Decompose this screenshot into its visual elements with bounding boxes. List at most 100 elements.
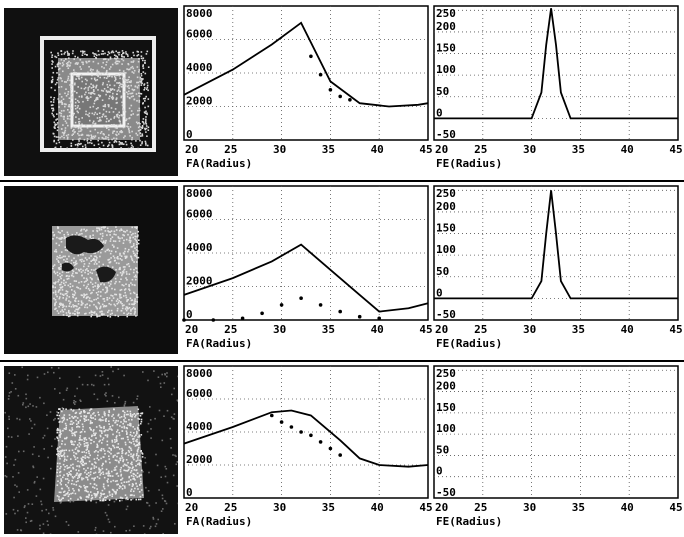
row1-fa-series-1-point (348, 98, 352, 102)
row1-fe-xtick-label: 30 (523, 143, 536, 156)
row2-fa-chart: 20 25 30 35 40 45 0 2000 4000 6000 8000 FA(Radius) (182, 184, 433, 358)
row2-fa-xtick-label: 35 (322, 323, 335, 336)
row1-fa-xtick-label: 25 (224, 143, 237, 156)
row1-fa-xtick-label: 40 (371, 143, 384, 156)
row2-fa-series-1-point (299, 296, 303, 300)
row-separator-2 (0, 360, 684, 362)
row2-fe-xtick-label: 30 (523, 323, 536, 336)
row1-noise (50, 50, 150, 150)
row2-fa-series-1-point (377, 316, 381, 321)
row1-fe-xtick-label: 20 (435, 143, 448, 156)
row1-fe-ytick-label: 100 (436, 63, 456, 76)
row2-fe-ytick-label: 100 (436, 243, 456, 256)
row1-fe-frame (433, 5, 679, 141)
row1-fe-ytick-label: 0 (436, 106, 443, 119)
row2-fa-series-1-point (260, 311, 264, 316)
row3-fa-xtick-label: 45 (419, 501, 432, 514)
row3-fa-xtick-label: 40 (371, 501, 384, 514)
row1-thumbnail-graphic (4, 8, 178, 176)
row2-fe-ytick-label: -50 (436, 308, 456, 321)
row2-fa-xtick-label: 25 (224, 323, 237, 336)
row2-thumbnail (4, 186, 178, 354)
row1-fa-chart: 20 25 30 35 40 45 0 2000 4000 6000 8000 FA(Radius) (182, 4, 433, 178)
row2-fe-xtick-label: 20 (435, 323, 448, 336)
row3-fa-xtick-label: 25 (224, 501, 237, 514)
row3-fe-ytick-label: 100 (436, 422, 456, 435)
row2-fa-ytick-label: 8000 (186, 187, 213, 200)
row1-fe-xtick-label: 35 (572, 143, 585, 156)
row2-fa-ytick-label: 4000 (186, 241, 213, 254)
row1-fa-xtick-label: 45 (419, 143, 432, 156)
row3-fe-ytick-label: 150 (436, 401, 456, 414)
row2-fe-xtick-label: 40 (621, 323, 634, 336)
row3-fa-ytick-label: 0 (186, 486, 193, 499)
row2-fe-xtick-label: 45 (669, 323, 682, 336)
row3-fa-chart: 20 25 30 35 40 45 0 2000 4000 6000 8000 FA(Radius) (182, 364, 433, 536)
row2-fa-xtick-label: 45 (419, 323, 432, 336)
row1-fa-xtick-label: 30 (273, 143, 286, 156)
row1-fa-xtick-label: 35 (322, 143, 335, 156)
row3-fa-series-0-line (183, 409, 429, 468)
row3-fe-xtick-label: 20 (435, 501, 448, 514)
row2-fa-xtick-label: 20 (185, 323, 198, 336)
row2-fa-xtick-label: 30 (273, 323, 286, 336)
row2-fa-series-1-point (211, 318, 216, 322)
row2-fa-series-1-point (318, 303, 323, 307)
row3-fa-ytick-label: 8000 (186, 367, 213, 380)
row3-fa-series-1-point (279, 420, 284, 424)
row3-fa-series-1-point (299, 430, 303, 434)
row1-fe-ytick-label: 250 (436, 7, 456, 20)
row3-fa-series-1-point (328, 446, 333, 451)
row1-fa-ytick-label: 4000 (186, 61, 213, 74)
row3-fe-xtick-label: 40 (621, 501, 634, 514)
row2-fe-ytick-label: 50 (436, 265, 449, 278)
row2-fe-ytick-label: 150 (436, 222, 456, 235)
row1-fe-xtick-label: 45 (669, 143, 682, 156)
row2-fe-ytick-label: 200 (436, 200, 456, 213)
row3-fa-xtick-label: 35 (322, 501, 335, 514)
row3-fe-chart: 20 25 30 35 40 45 -50 0 50 100 150 200 250 FE(Radius) (432, 364, 683, 536)
row2-fa-xtick-label: 40 (371, 323, 384, 336)
row1-fe-ytick-label: -50 (436, 128, 456, 141)
row2-fe-series-0-line (434, 190, 678, 300)
row3-fe-ytick-label: -50 (436, 486, 456, 499)
row1-fa-ytick-label: 8000 (186, 7, 213, 20)
row1-fe-ytick-label: 50 (436, 85, 449, 98)
row1-fe-xlabel: FE(Radius) (436, 157, 502, 170)
row2-fe-xtick-label: 35 (572, 323, 585, 336)
row3-fe-xtick-label: 35 (572, 501, 585, 514)
row1-fa-series-0-line (183, 21, 429, 108)
row1-fa-series-1-point (309, 54, 313, 59)
row2-fa-series-1-point (182, 318, 186, 322)
row3-fa-xtick-label: 30 (273, 501, 286, 514)
row3-fe-frame (433, 365, 679, 499)
row2-fe-chart: 20 25 30 35 40 45 -50 0 50 100 150 200 250 FE(Radius) (432, 184, 683, 358)
row2-fa-series-1-point (240, 316, 245, 321)
row3-noise (56, 408, 144, 502)
row3-fa-series-1-point (270, 413, 274, 418)
row3-thumbnail-graphic (4, 366, 178, 534)
row2-fa-series-1-point (338, 309, 342, 314)
row2-thumbnail-graphic (4, 186, 178, 354)
row1-fa-series-1-point (318, 72, 323, 77)
row2-fa-ytick-label: 2000 (186, 275, 213, 288)
row3-fa-ytick-label: 2000 (186, 453, 213, 466)
row2-fe-ytick-label: 250 (436, 187, 456, 200)
row2-fa-ytick-label: 6000 (186, 208, 213, 221)
row3-thumbnail (4, 366, 178, 534)
row3-fe-xtick-label: 45 (669, 501, 682, 514)
row3-fe-ytick-label: 50 (436, 443, 449, 456)
row3-fe-ytick-label: 250 (436, 367, 456, 380)
row2-fa-series-1-point (279, 303, 284, 307)
row3-fa-ytick-label: 4000 (186, 420, 213, 433)
row1-fa-xlabel: FA(Radius) (186, 157, 252, 170)
row1-fe-xtick-label: 25 (474, 143, 487, 156)
row2-fe-frame (433, 185, 679, 321)
row1-fa-xtick-label: 20 (185, 143, 198, 156)
row2-fa-xlabel: FA(Radius) (186, 337, 252, 350)
row1-fe-series-0-line (434, 8, 678, 120)
row3-fe-ytick-label: 0 (436, 465, 443, 478)
row1-fa-svg: 20 25 30 35 40 45 0 2000 4000 6000 8000 FA(Radius) (183, 5, 433, 170)
